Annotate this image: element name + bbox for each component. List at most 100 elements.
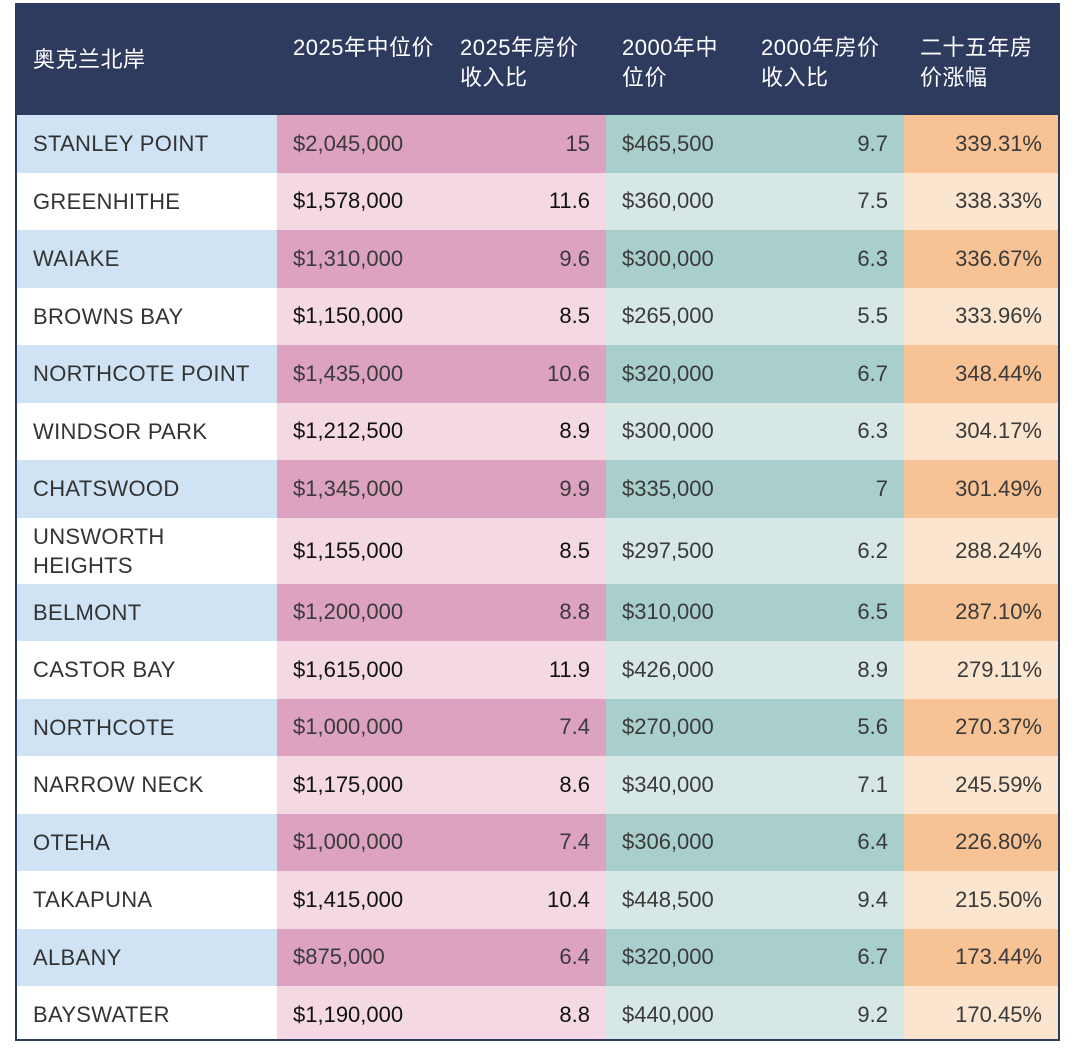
table-row: CASTOR BAY $1,615,000 11.9 $426,000 8.9 279.1… (17, 641, 1058, 699)
cell-growth: 215.50% (904, 871, 1058, 929)
table-row: CHATSWOOD $1,345,000 9.9 $335,000 7 301.49% (17, 460, 1058, 518)
cell-area: OTEHA (17, 813, 277, 871)
cell-ratio-2025: 15 (444, 115, 606, 173)
cell-area: WINDSOR PARK (17, 402, 277, 460)
cell-ratio-2025: 6.4 (444, 928, 606, 986)
cell-ratio-2025: 7.4 (444, 813, 606, 871)
cell-growth: 304.17% (904, 402, 1058, 460)
cell-ratio-2000: 7.5 (745, 172, 904, 230)
cell-area: CHATSWOOD (17, 460, 277, 518)
table-row: ALBANY $875,000 6.4 $320,000 6.7 173.44% (17, 928, 1058, 986)
cell-ratio-2000: 6.3 (745, 230, 904, 288)
cell-ratio-2025: 8.5 (444, 287, 606, 345)
cell-price-2000: $306,000 (606, 813, 745, 871)
cell-price-2025: $1,190,000 (277, 986, 444, 1039)
cell-area: STANLEY POINT (17, 115, 277, 173)
table-row: NORTHCOTE POINT $1,435,000 10.6 $320,000 6.7… (17, 345, 1058, 403)
cell-growth: 226.80% (904, 813, 1058, 871)
cell-ratio-2025: 8.9 (444, 402, 606, 460)
price-table-frame: 奥克兰北岸 2025年中位价 2025年房价收入比 2000年中位价 2000年… (15, 3, 1060, 1041)
table-row: NARROW NECK $1,175,000 8.6 $340,000 7.1 245.5… (17, 756, 1058, 814)
cell-area: WAIAKE (17, 230, 277, 288)
cell-price-2000: $340,000 (606, 756, 745, 814)
cell-growth: 245.59% (904, 756, 1058, 814)
table-row: BROWNS BAY $1,150,000 8.5 $265,000 5.5 333.96… (17, 287, 1058, 345)
cell-price-2025: $1,578,000 (277, 172, 444, 230)
cell-area: NORTHCOTE (17, 698, 277, 756)
table-row: NORTHCOTE $1,000,000 7.4 $270,000 5.6 270.37% (17, 698, 1058, 756)
cell-ratio-2025: 11.9 (444, 641, 606, 699)
cell-ratio-2000: 5.5 (745, 287, 904, 345)
cell-price-2025: $1,345,000 (277, 460, 444, 518)
cell-growth: 338.33% (904, 172, 1058, 230)
cell-ratio-2000: 6.7 (745, 345, 904, 403)
header-row: 奥克兰北岸 2025年中位价 2025年房价收入比 2000年中位价 2000年… (17, 5, 1058, 115)
cell-ratio-2000: 8.9 (745, 641, 904, 699)
column-header-growth: 二十五年房价涨幅 (904, 5, 1058, 115)
cell-area: CASTOR BAY (17, 641, 277, 699)
cell-ratio-2000: 7.1 (745, 756, 904, 814)
cell-ratio-2025: 8.8 (444, 986, 606, 1039)
column-header-ratio-2025: 2025年房价收入比 (444, 5, 606, 115)
column-header-price-2025: 2025年中位价 (277, 5, 444, 115)
cell-ratio-2000: 6.2 (745, 517, 904, 584)
cell-area: TAKAPUNA (17, 871, 277, 929)
cell-price-2000: $448,500 (606, 871, 745, 929)
cell-growth: 339.31% (904, 115, 1058, 173)
cell-ratio-2000: 6.4 (745, 813, 904, 871)
cell-ratio-2025: 8.6 (444, 756, 606, 814)
cell-price-2000: $265,000 (606, 287, 745, 345)
cell-price-2025: $1,150,000 (277, 287, 444, 345)
table-row: BAYSWATER $1,190,000 8.8 $440,000 9.2 170.45% (17, 986, 1058, 1039)
cell-ratio-2000: 6.5 (745, 583, 904, 641)
cell-growth: 288.24% (904, 517, 1058, 584)
cell-ratio-2000: 9.7 (745, 115, 904, 173)
column-header-price-2000: 2000年中位价 (606, 5, 745, 115)
column-header-ratio-2000: 2000年房价收入比 (745, 5, 904, 115)
cell-price-2025: $1,155,000 (277, 517, 444, 584)
cell-ratio-2025: 11.6 (444, 172, 606, 230)
cell-price-2000: $335,000 (606, 460, 745, 518)
table-row: UNSWORTH HEIGHTS $1,155,000 8.5 $297,500 6.2… (17, 517, 1058, 584)
table-row: STANLEY POINT $2,045,000 15 $465,500 9.7 339.… (17, 115, 1058, 173)
cell-area: ALBANY (17, 928, 277, 986)
table-row: GREENHITHE $1,578,000 11.6 $360,000 7.5 338.3… (17, 172, 1058, 230)
column-header-area: 奥克兰北岸 (17, 5, 277, 115)
cell-area: BROWNS BAY (17, 287, 277, 345)
cell-price-2025: $2,045,000 (277, 115, 444, 173)
table-row: WINDSOR PARK $1,212,500 8.9 $300,000 6.3 304.… (17, 402, 1058, 460)
cell-growth: 173.44% (904, 928, 1058, 986)
cell-price-2000: $270,000 (606, 698, 745, 756)
cell-ratio-2025: 10.6 (444, 345, 606, 403)
cell-growth: 170.45% (904, 986, 1058, 1039)
cell-ratio-2000: 9.2 (745, 986, 904, 1039)
cell-growth: 287.10% (904, 583, 1058, 641)
cell-price-2000: $465,500 (606, 115, 745, 173)
cell-growth: 279.11% (904, 641, 1058, 699)
cell-price-2000: $310,000 (606, 583, 745, 641)
cell-ratio-2025: 8.5 (444, 517, 606, 584)
cell-growth: 333.96% (904, 287, 1058, 345)
cell-ratio-2025: 10.4 (444, 871, 606, 929)
cell-growth: 348.44% (904, 345, 1058, 403)
cell-price-2025: $875,000 (277, 928, 444, 986)
cell-price-2025: $1,212,500 (277, 402, 444, 460)
cell-ratio-2000: 6.7 (745, 928, 904, 986)
cell-area: GREENHITHE (17, 172, 277, 230)
cell-growth: 270.37% (904, 698, 1058, 756)
cell-price-2000: $297,500 (606, 517, 745, 584)
cell-growth: 336.67% (904, 230, 1058, 288)
cell-area: NARROW NECK (17, 756, 277, 814)
cell-area: BELMONT (17, 583, 277, 641)
table-row: OTEHA $1,000,000 7.4 $306,000 6.4 226.80% (17, 813, 1058, 871)
cell-ratio-2000: 5.6 (745, 698, 904, 756)
cell-price-2025: $1,415,000 (277, 871, 444, 929)
cell-price-2025: $1,175,000 (277, 756, 444, 814)
cell-price-2025: $1,310,000 (277, 230, 444, 288)
cell-price-2000: $360,000 (606, 172, 745, 230)
cell-price-2000: $440,000 (606, 986, 745, 1039)
cell-price-2000: $300,000 (606, 402, 745, 460)
table-row: BELMONT $1,200,000 8.8 $310,000 6.5 287.10% (17, 583, 1058, 641)
cell-area: UNSWORTH HEIGHTS (17, 517, 277, 584)
table-row: TAKAPUNA $1,415,000 10.4 $448,500 9.4 215.50% (17, 871, 1058, 929)
